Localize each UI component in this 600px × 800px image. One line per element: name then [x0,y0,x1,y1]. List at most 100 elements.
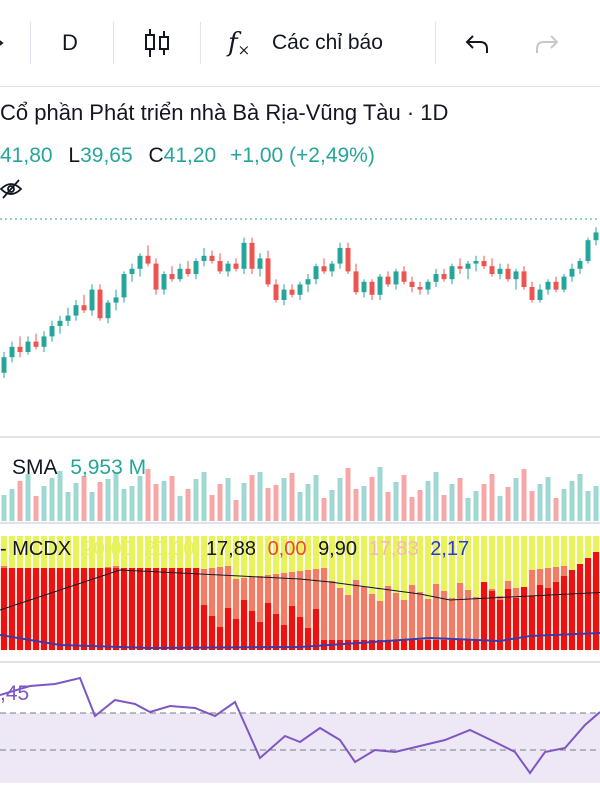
mcdx-bar-banker [32,568,40,650]
candle-body [225,263,231,272]
candle-body [537,289,543,300]
candle-body [289,289,295,295]
candle-body [9,346,15,358]
mcdx-bar-banker [112,568,120,650]
mcdx-bar-banker [256,622,264,650]
mcdx-bar-retail [344,536,352,650]
mcdx-bar-banker [456,640,464,650]
mcdx-bar-banker [560,576,568,650]
mcdx-value-4: 0,00 [267,538,307,560]
mcdx-bar-banker [192,568,200,650]
interval-button[interactable]: D [62,30,78,55]
rsi-pane [0,676,600,786]
candle-body [81,305,87,311]
redo-icon[interactable] [534,22,560,64]
mcdx-bar-banker [344,640,352,650]
volume-bar [369,477,375,521]
candle-body [361,281,367,293]
time-axis [0,783,600,800]
volume-bar [233,500,239,521]
volume-bar [73,483,79,521]
volume-bar [113,472,119,521]
mcdx-bar-banker [96,568,104,650]
candle-body [89,289,95,311]
volume-bar [225,478,231,521]
mcdx-bar-banker [264,603,272,650]
mcdx-bar-banker [552,582,560,650]
volume-bar [65,492,71,521]
candle-body [177,268,183,280]
candle-body [73,305,79,316]
hide-indicators-eye-icon[interactable] [0,178,23,200]
rsi-legend-value: ,45 [0,682,30,705]
low-key: L [68,144,81,167]
volume-bar [345,468,351,521]
mcdx-bar-banker [536,585,544,650]
mcdx-bar-retail [376,536,384,650]
toolbar-separator [435,22,436,64]
volume-bar [385,492,391,521]
candle-body [145,255,151,264]
volume-bar [1,495,7,521]
fx-indicators-icon[interactable]: f × [228,28,251,59]
indicators-button[interactable]: Các chỉ báo [272,31,383,54]
symbol-title: Cổ phần Phát triển nhà Bà Rịa-Vũng Tàu ·… [0,100,449,125]
candle-body [233,263,239,269]
volume-bar [593,486,599,521]
volume-bar [377,467,383,521]
volume-bar [121,489,127,521]
volume-bar [281,478,287,521]
mcdx-bar-hot [344,595,352,650]
volume-sma-label: SMA [12,456,57,479]
mcdx-bar-banker [400,640,408,650]
candle-body [513,271,519,280]
candle-body [113,297,119,303]
volume-bar [49,478,55,521]
change-value: +1,00 (+2,49%) [230,144,375,167]
volume-bar [425,481,431,521]
candle-body [25,341,31,352]
volume-bar [505,487,511,521]
candlestick-style-icon[interactable] [142,22,172,64]
volume-bar [169,476,175,521]
mcdx-bar-banker [584,558,592,650]
mcdx-bar-banker [80,568,88,650]
candle-body [457,266,463,269]
mcdx-bar-banker [368,640,376,650]
interval-menu-icon[interactable] [0,22,8,64]
mcdx-bar-banker [592,552,600,650]
mcdx-bar-hot [208,568,216,650]
candle-body [425,281,431,290]
volume-bar [289,473,295,521]
mcdx-bar-banker [144,568,152,650]
mcdx-bar-hot [272,574,280,650]
mcdx-bar-banker [152,568,160,650]
mcdx-label: MCDX [12,538,72,560]
mcdx-bar-banker [528,596,536,650]
mcdx-bar-banker [392,640,400,650]
mcdx-bar-hot [416,592,424,650]
candle-body [153,263,159,290]
volume-bar [265,488,271,521]
mcdx-bar-hot [448,598,456,650]
candle-body [297,284,303,295]
mcdx-bar-hot [440,591,448,650]
volume-bar [417,490,423,521]
undo-icon[interactable] [464,22,490,64]
candle-body [521,271,527,287]
candle-body [321,266,327,272]
mcdx-bar-hot [304,570,312,650]
candle-body [505,268,511,280]
rsi-band [0,713,600,785]
candle-body [593,232,599,241]
volume-bar [561,489,567,521]
mcdx-bar-hot [320,568,328,650]
volume-bar [305,484,311,521]
mcdx-bar-banker [424,640,432,650]
candle-body [473,261,479,264]
mcdx-bar-banker [544,588,552,650]
mcdx-bar-hot [408,585,416,650]
candle-body [249,242,255,269]
mcdx-bar-hot [232,579,240,650]
